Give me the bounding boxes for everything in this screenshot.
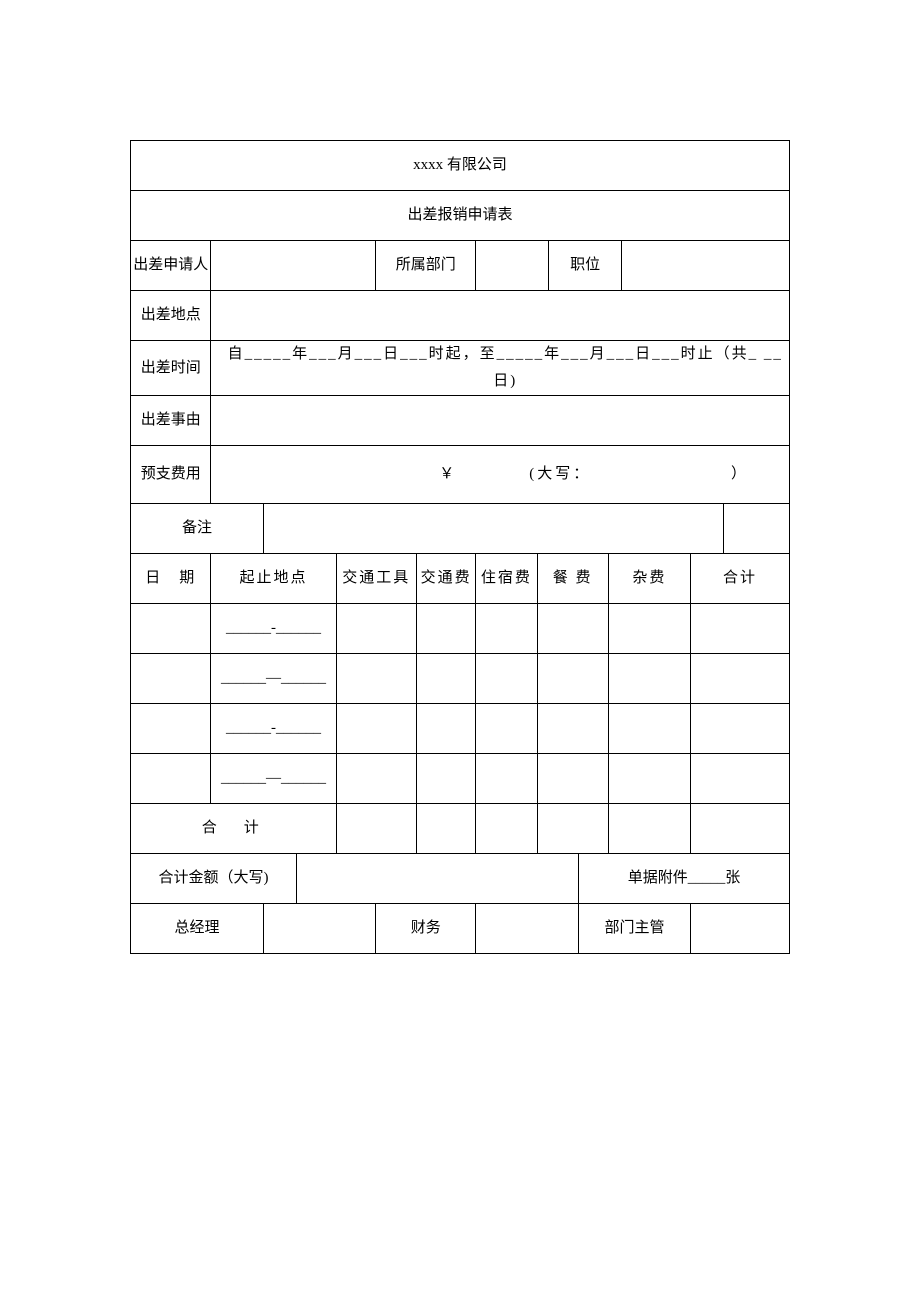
cell-meal[interactable] (537, 604, 608, 654)
cell-route[interactable]: ______-______ (211, 704, 336, 754)
hdr-misc: 杂费 (608, 554, 690, 604)
cell-date[interactable] (131, 654, 211, 704)
label-prepaid: 预支费用 (131, 446, 211, 504)
cell-vehicle[interactable] (336, 604, 416, 654)
sum-meal[interactable] (537, 804, 608, 854)
hdr-traffic: 交通费 (416, 554, 475, 604)
value-period[interactable]: 自_____年___月___日___时起，至_____年___月___日___时… (211, 341, 790, 396)
cell-route[interactable]: ______—______ (211, 654, 336, 704)
sum-sub[interactable] (691, 804, 790, 854)
expense-row: ______-______ (131, 604, 790, 654)
expense-row: ______—______ (131, 654, 790, 704)
value-grand-words[interactable] (297, 854, 579, 904)
value-supervisor[interactable] (691, 904, 790, 954)
cell-sub[interactable] (691, 654, 790, 704)
label-gm: 总经理 (131, 904, 264, 954)
label-sum: 合 计 (131, 804, 337, 854)
cell-misc[interactable] (608, 704, 690, 754)
sum-traffic[interactable] (416, 804, 475, 854)
remark-tail (723, 504, 789, 554)
cell-route[interactable]: ______-______ (211, 604, 336, 654)
cell-meal[interactable] (537, 754, 608, 804)
sum-vehicle (336, 804, 416, 854)
label-applicant: 出差申请人 (131, 241, 211, 291)
label-finance: 财务 (376, 904, 476, 954)
prepaid-row: 预支费用 ￥ (大写： ） (131, 446, 790, 504)
cell-meal[interactable] (537, 704, 608, 754)
title-row: 出差报销申请表 (131, 191, 790, 241)
cell-sub[interactable] (691, 704, 790, 754)
value-remark[interactable] (264, 504, 724, 554)
label-department: 所属部门 (376, 241, 476, 291)
hdr-subtotal: 合计 (691, 554, 790, 604)
value-position[interactable] (621, 241, 789, 291)
cell-meal[interactable] (537, 654, 608, 704)
cell-vehicle[interactable] (336, 704, 416, 754)
cell-traffic[interactable] (416, 754, 475, 804)
label-reason: 出差事由 (131, 396, 211, 446)
value-reason[interactable] (211, 396, 790, 446)
form-title: 出差报销申请表 (131, 191, 790, 241)
cell-sub[interactable] (691, 754, 790, 804)
label-attachments[interactable]: 单据附件_____张 (579, 854, 790, 904)
period-row: 出差时间 自_____年___月___日___时起，至_____年___月___… (131, 341, 790, 396)
cell-traffic[interactable] (416, 654, 475, 704)
prepaid-open: ￥ (大写： (439, 466, 591, 482)
grand-row: 合计金额（大写) 单据附件_____张 (131, 854, 790, 904)
signature-row: 总经理 财务 部门主管 (131, 904, 790, 954)
label-grand-words: 合计金额（大写) (131, 854, 297, 904)
label-destination: 出差地点 (131, 291, 211, 341)
cell-route[interactable]: ______—______ (211, 754, 336, 804)
value-finance[interactable] (476, 904, 579, 954)
applicant-row: 出差申请人 所属部门 职位 (131, 241, 790, 291)
expense-form-table: xxxx 有限公司 出差报销申请表 出差申请人 所属部门 职位 出差地点 出差时… (130, 140, 790, 954)
hdr-lodging: 住宿费 (476, 554, 537, 604)
expense-header-row: 日 期 起止地点 交通工具 交通费 住宿费 餐 费 杂费 合计 (131, 554, 790, 604)
cell-date[interactable] (131, 604, 211, 654)
sum-lodging[interactable] (476, 804, 537, 854)
cell-sub[interactable] (691, 604, 790, 654)
value-destination[interactable] (211, 291, 790, 341)
label-remark: 备注 (131, 504, 264, 554)
cell-vehicle[interactable] (336, 754, 416, 804)
cell-lodging[interactable] (476, 654, 537, 704)
cell-date[interactable] (131, 754, 211, 804)
page: xxxx 有限公司 出差报销申请表 出差申请人 所属部门 职位 出差地点 出差时… (0, 0, 920, 1302)
cell-lodging[interactable] (476, 704, 537, 754)
value-gm[interactable] (264, 904, 376, 954)
hdr-meal: 餐 费 (537, 554, 608, 604)
cell-lodging[interactable] (476, 604, 537, 654)
value-prepaid[interactable]: ￥ (大写： ） (211, 446, 790, 504)
prepaid-close: ） (731, 461, 749, 488)
value-applicant[interactable] (211, 241, 376, 291)
cell-misc[interactable] (608, 754, 690, 804)
expense-row: ______-______ (131, 704, 790, 754)
sum-row: 合 计 (131, 804, 790, 854)
cell-date[interactable] (131, 704, 211, 754)
cell-traffic[interactable] (416, 704, 475, 754)
company-name: xxxx 有限公司 (131, 141, 790, 191)
cell-traffic[interactable] (416, 604, 475, 654)
hdr-date: 日 期 (131, 554, 211, 604)
value-department[interactable] (476, 241, 549, 291)
company-row: xxxx 有限公司 (131, 141, 790, 191)
label-period: 出差时间 (131, 341, 211, 396)
label-position: 职位 (549, 241, 621, 291)
expense-row: ______—______ (131, 754, 790, 804)
cell-misc[interactable] (608, 604, 690, 654)
destination-row: 出差地点 (131, 291, 790, 341)
cell-vehicle[interactable] (336, 654, 416, 704)
label-supervisor: 部门主管 (579, 904, 691, 954)
remark-row: 备注 (131, 504, 790, 554)
hdr-route: 起止地点 (211, 554, 336, 604)
cell-misc[interactable] (608, 654, 690, 704)
sum-misc[interactable] (608, 804, 690, 854)
hdr-vehicle: 交通工具 (336, 554, 416, 604)
cell-lodging[interactable] (476, 754, 537, 804)
reason-row: 出差事由 (131, 396, 790, 446)
